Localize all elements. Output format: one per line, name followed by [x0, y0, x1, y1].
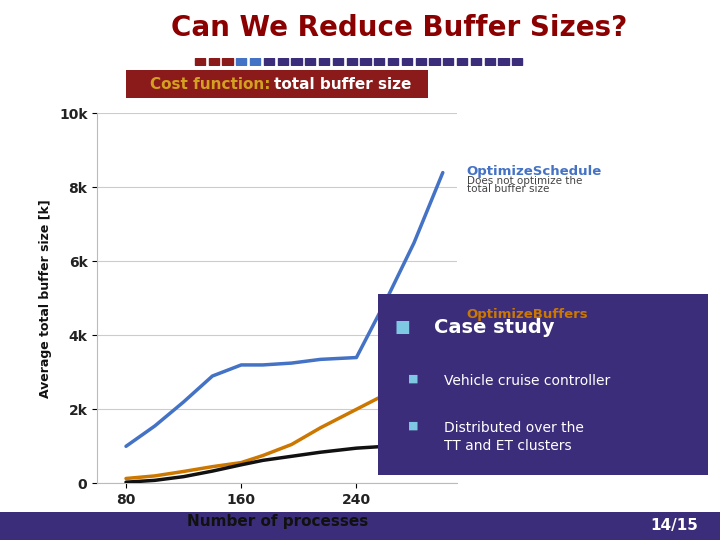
Text: OptimizeSchedule: OptimizeSchedule: [467, 165, 602, 178]
Text: Does not optimize the: Does not optimize the: [467, 176, 582, 186]
Bar: [457, 58, 467, 65]
Bar: [360, 58, 371, 65]
Bar: [305, 58, 315, 65]
Y-axis label: Average total buffer size [k]: Average total buffer size [k]: [39, 199, 52, 398]
Bar: [374, 58, 384, 65]
Text: Case study: Case study: [434, 318, 554, 337]
X-axis label: Number of processes: Number of processes: [186, 514, 368, 529]
Text: Distributed over the
TT and ET clusters: Distributed over the TT and ET clusters: [444, 421, 584, 453]
Bar: [512, 58, 523, 65]
Bar: [250, 58, 261, 65]
Text: Vehicle cruise controller: Vehicle cruise controller: [444, 374, 611, 388]
Bar: [485, 58, 495, 65]
Bar: [333, 58, 343, 65]
Bar: [429, 58, 440, 65]
Text: ■: ■: [408, 421, 418, 431]
Bar: [236, 58, 246, 65]
Bar: [498, 58, 509, 65]
Bar: [346, 58, 357, 65]
Bar: [209, 58, 219, 65]
Bar: [402, 58, 412, 65]
Bar: [388, 58, 398, 65]
Bar: [471, 58, 481, 65]
Text: total buffer size: total buffer size: [274, 77, 412, 92]
Text: ■: ■: [395, 318, 410, 336]
Bar: [443, 58, 454, 65]
Bar: [264, 58, 274, 65]
Text: 14/15: 14/15: [651, 518, 698, 534]
Bar: [194, 58, 205, 65]
Text: ■: ■: [408, 374, 418, 384]
Bar: [415, 58, 426, 65]
Bar: [319, 58, 329, 65]
Text: Can We Reduce Buffer Sizes?: Can We Reduce Buffer Sizes?: [171, 14, 628, 42]
Bar: [222, 58, 233, 65]
Text: OptimizeBuffers: OptimizeBuffers: [467, 308, 588, 321]
Bar: [277, 58, 288, 65]
Bar: [292, 58, 302, 65]
Text: Cost function:: Cost function:: [150, 77, 276, 92]
Text: total buffer size: total buffer size: [467, 184, 549, 194]
